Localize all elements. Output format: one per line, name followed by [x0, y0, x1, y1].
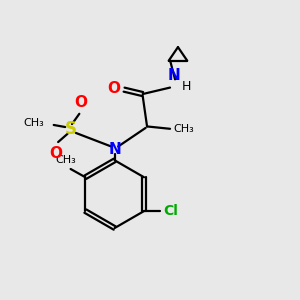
Text: O: O [108, 81, 121, 96]
Text: N: N [167, 68, 180, 83]
Text: CH₃: CH₃ [23, 118, 44, 128]
Text: O: O [49, 146, 62, 160]
Text: S: S [64, 120, 76, 138]
Text: Cl: Cl [163, 204, 178, 218]
Text: H: H [182, 80, 191, 93]
Text: CH₃: CH₃ [56, 155, 76, 166]
Text: CH₃: CH₃ [174, 124, 194, 134]
Text: N: N [108, 142, 121, 158]
Text: O: O [74, 95, 87, 110]
